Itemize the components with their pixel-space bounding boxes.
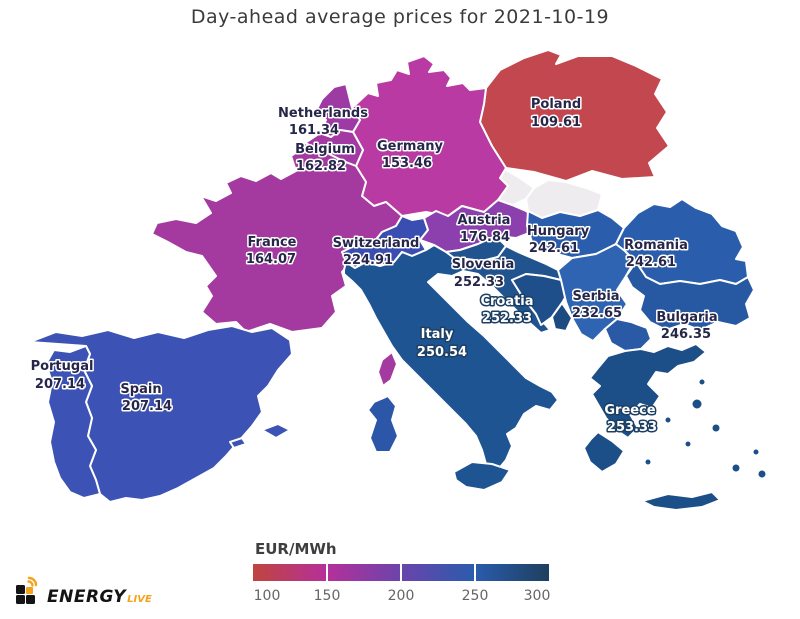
country-name-croatia: Croatia [480, 294, 533, 309]
greek-islands [644, 378, 767, 479]
region-peloponnese[interactable] [583, 431, 625, 473]
country-name-austria: Austria [458, 213, 511, 228]
logo-brand-text: ENERGY [47, 587, 127, 607]
legend-tick: 150 [313, 588, 341, 604]
country-price-switzerland: 224.91 [343, 253, 393, 268]
island-sardinia[interactable] [367, 395, 399, 453]
legend-tick: 100 [253, 588, 281, 604]
country-price-hungary: 242.61 [529, 241, 579, 256]
country-name-greece: Greece [604, 403, 655, 418]
country-name-france: France [247, 235, 296, 250]
country-name-slovenia: Slovenia [452, 257, 515, 272]
country-name-germany: Germany [377, 139, 443, 154]
color-legend: EUR/MWh 100 150 200 250 300 [253, 540, 551, 610]
country-name-serbia: Serbia [572, 289, 619, 304]
country-price-belgium: 162.82 [296, 159, 346, 174]
region-montenegro[interactable] [551, 302, 573, 332]
country-price-serbia: 232.65 [572, 306, 622, 321]
country-greece[interactable] [589, 343, 707, 439]
country-price-greece: 253.33 [607, 420, 657, 435]
legend-tick: 200 [387, 588, 415, 604]
country-price-france: 164.07 [246, 252, 296, 267]
chart-title: Day-ahead average prices for 2021-10-19 [190, 6, 610, 28]
country-name-belgium: Belgium [295, 142, 355, 157]
legend-title: EUR/MWh [255, 540, 337, 558]
country-portugal[interactable] [45, 345, 101, 499]
legend-tick: 300 [523, 588, 551, 604]
country-serbia[interactable] [557, 243, 635, 342]
energy-live-logo[interactable]: ENERGY LIVE [14, 576, 152, 606]
country-netherlands[interactable] [314, 83, 361, 138]
country-name-bulgaria: Bulgaria [656, 310, 717, 325]
country-name-poland: Poland [531, 97, 581, 112]
island-crete[interactable] [641, 491, 721, 511]
country-price-croatia: 252.33 [482, 311, 532, 326]
island-sicily[interactable] [453, 461, 511, 491]
country-name-switzerland: Switzerland [333, 236, 420, 251]
country-name-spain: Spain [120, 382, 161, 397]
country-price-germany: 153.46 [382, 156, 432, 171]
country-name-netherlands: Netherlands [278, 106, 368, 121]
country-price-austria: 176.84 [460, 230, 510, 245]
country-price-slovenia: 252.33 [454, 275, 504, 290]
country-name-romania: Romania [624, 238, 688, 253]
island-corsica[interactable] [377, 351, 398, 387]
legend-gradient-bar [253, 564, 549, 581]
region-north-macedonia[interactable] [604, 318, 652, 352]
country-italy[interactable] [343, 244, 559, 473]
country-price-italy: 250.54 [417, 345, 467, 360]
country-price-poland: 109.61 [531, 115, 581, 130]
country-name-hungary: Hungary [527, 224, 590, 239]
country-price-romania: 242.61 [626, 255, 676, 270]
country-germany[interactable] [351, 55, 509, 217]
island-mallorca[interactable] [261, 423, 291, 439]
country-name-portugal: Portugal [31, 359, 94, 374]
island-ibiza[interactable] [229, 437, 247, 449]
country-name-italy: Italy [421, 327, 454, 342]
logo-suffix-text: LIVE [127, 594, 152, 605]
country-price-bulgaria: 246.35 [661, 327, 711, 342]
country-price-portugal: 207.14 [35, 377, 85, 392]
country-bulgaria[interactable] [625, 261, 755, 331]
country-price-netherlands: 161.34 [289, 123, 339, 138]
energy-live-logo-icon [16, 576, 38, 604]
legend-tick: 250 [461, 588, 489, 604]
legend-ticks: 100 150 200 250 300 [253, 588, 551, 606]
country-price-spain: 207.14 [122, 399, 172, 414]
